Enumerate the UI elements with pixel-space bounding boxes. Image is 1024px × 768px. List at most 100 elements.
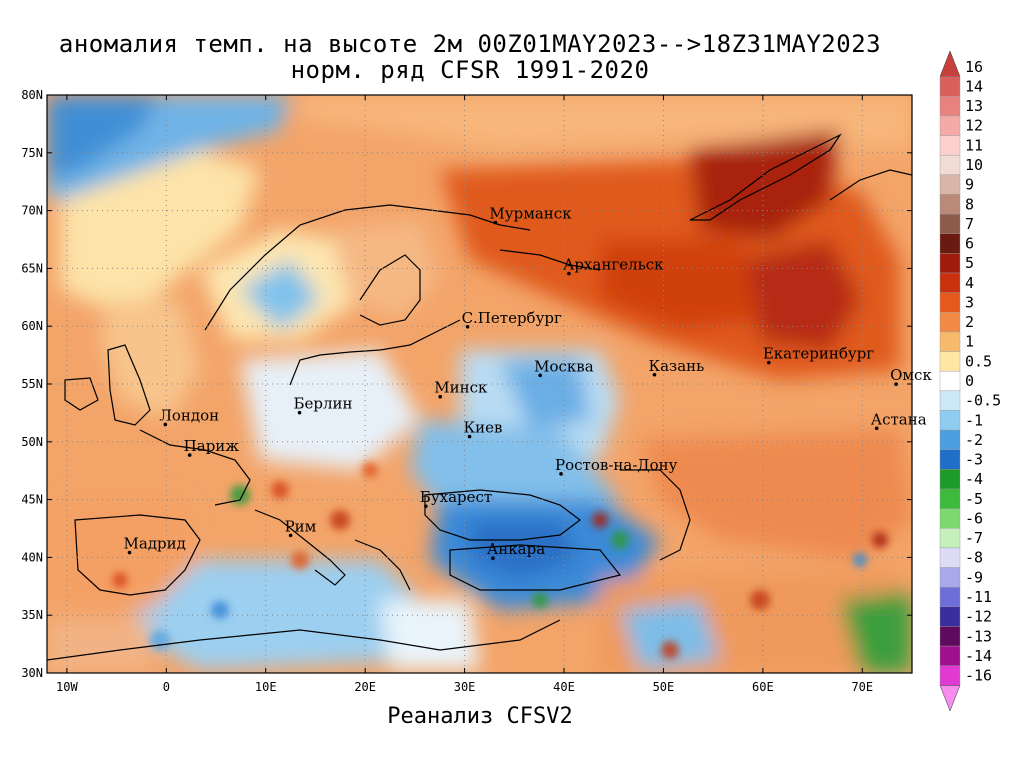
colorbar-swatch (939, 233, 961, 254)
colorbar-label: -4 (965, 470, 983, 488)
colorbar-label: -2 (965, 431, 983, 449)
lon-label: 10W (56, 680, 78, 694)
colorbar-label: -13 (965, 627, 992, 645)
colorbar-label: -14 (965, 647, 992, 665)
colorbar-label: 7 (965, 215, 974, 233)
city-marker (894, 382, 898, 387)
lat-label: 75N (21, 146, 43, 160)
lat-label: 50N (21, 435, 43, 449)
colorbar-swatch (939, 508, 961, 529)
lon-label: 40E (553, 680, 575, 694)
colorbar-swatch (939, 528, 961, 549)
lat-label: 40N (21, 550, 43, 564)
colorbar-label: -5 (965, 490, 983, 508)
colorbar-swatch (939, 685, 961, 712)
colorbar-swatch (939, 174, 961, 195)
colorbar-swatch (939, 292, 961, 313)
colorbar-swatch (939, 547, 961, 568)
city-marker (297, 410, 302, 415)
colorbar-label: 4 (965, 274, 974, 292)
lon-label: 10E (255, 680, 277, 694)
city-marker (187, 453, 192, 457)
lon-label: 70E (851, 680, 873, 694)
city-marker (652, 372, 657, 377)
city-marker (538, 373, 542, 378)
city-label: Казань (648, 357, 704, 375)
lat-label: 65N (21, 261, 43, 275)
colorbar-label: -0.5 (965, 392, 1001, 410)
colorbar-label: 13 (965, 97, 983, 115)
lat-label: 55N (21, 377, 43, 391)
colorbar-swatch (939, 449, 961, 470)
city-marker (127, 550, 132, 555)
colorbar-swatch (939, 645, 961, 666)
lon-label: 60E (752, 680, 774, 694)
colorbar-label: -7 (965, 529, 983, 547)
city-label: Рим (285, 517, 317, 535)
city-label: Москва (534, 357, 594, 375)
colorbar: 1614131211109876543210.50-0.5-1-2-3-4-5-… (939, 50, 1001, 712)
colorbar-swatch (939, 469, 961, 490)
lat-label: 35N (21, 608, 43, 622)
city-label: Минск (434, 379, 488, 397)
lat-label: 80N (21, 88, 43, 102)
city-label: Киев (464, 419, 503, 437)
city-label: Ростов-на-Дону (555, 456, 678, 474)
colorbar-swatch (939, 626, 961, 647)
colorbar-label: -1 (965, 411, 983, 429)
colorbar-label: -16 (965, 667, 992, 685)
colorbar-swatch (939, 488, 961, 509)
lon-label: 20E (354, 680, 376, 694)
lat-label: 30N (21, 666, 43, 680)
colorbar-label: -11 (965, 588, 992, 606)
temperature-anomaly-field (47, 95, 912, 673)
city-label: Мурманск (489, 205, 572, 223)
city-label: Мадрид (124, 535, 186, 553)
colorbar-swatch (939, 135, 961, 156)
colorbar-swatch (939, 115, 961, 136)
city-label: С.Петербург (462, 309, 562, 327)
colorbar-label: 5 (965, 254, 974, 272)
colorbar-label: 0 (965, 372, 974, 390)
city-label: Лондон (159, 406, 219, 424)
colorbar-swatch (939, 331, 961, 352)
city-label: Анкара (487, 540, 545, 558)
colorbar-label: 10 (965, 156, 983, 174)
lon-label: 0 (163, 680, 170, 694)
colorbar-swatch (939, 606, 961, 627)
city-marker (288, 533, 293, 538)
colorbar-swatch (939, 154, 961, 176)
colorbar-label: 3 (965, 293, 974, 311)
colorbar-label: 11 (965, 136, 983, 154)
city-marker (424, 504, 428, 508)
colorbar-label: 6 (965, 235, 974, 253)
lat-label: 60N (21, 319, 43, 333)
colorbar-label: -3 (965, 451, 983, 469)
colorbar-swatch (939, 370, 961, 392)
city-marker (467, 434, 472, 439)
colorbar-swatch (939, 194, 961, 215)
colorbar-swatch (939, 96, 961, 117)
city-marker (491, 556, 495, 561)
lat-label: 70N (21, 204, 43, 218)
colorbar-label: 16 (965, 58, 983, 76)
colorbar-label: 2 (965, 313, 974, 331)
city-label: Омск (890, 366, 932, 384)
colorbar-label: 12 (965, 117, 983, 135)
colorbar-label: -9 (965, 568, 983, 586)
colorbar-swatch (939, 410, 961, 431)
colorbar-label: 8 (965, 195, 974, 213)
colorbar-swatch (939, 76, 961, 97)
colorbar-label: 14 (965, 77, 983, 95)
footer-source: Реанализ CFSV2 (387, 704, 573, 729)
graticule (47, 95, 912, 673)
colorbar-swatch (939, 390, 961, 411)
longitude-labels: 10W 0 10E 20E 30E 40E 50E 60E 70E (56, 680, 873, 694)
city-marker (767, 360, 771, 365)
colorbar-label: 1 (965, 333, 974, 351)
city-marker (438, 394, 443, 399)
colorbar-swatch (939, 586, 961, 608)
lon-label: 50E (653, 680, 675, 694)
lat-label: 45N (21, 493, 43, 507)
